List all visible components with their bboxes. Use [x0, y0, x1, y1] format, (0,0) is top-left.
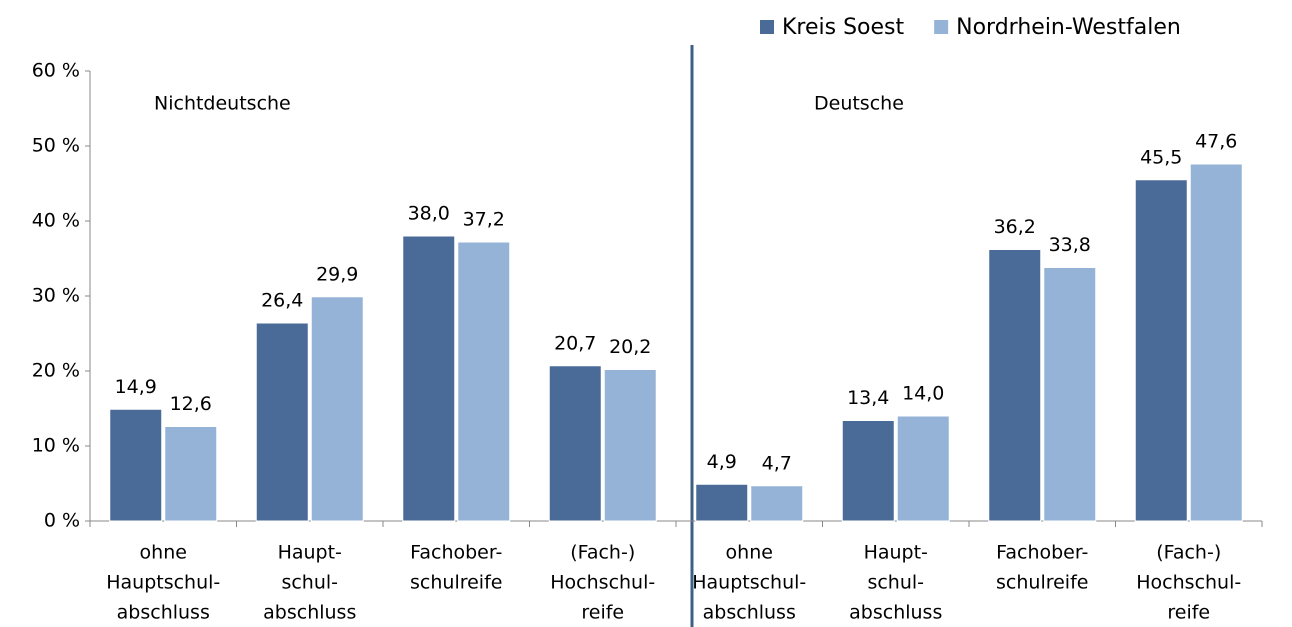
legend-swatch: [760, 20, 774, 34]
bar: [1043, 267, 1097, 522]
x-tick-label: abschluss: [849, 602, 942, 624]
x-tick-label: ohne: [140, 542, 187, 564]
value-label: 4,9: [707, 451, 737, 473]
bar: [988, 249, 1042, 522]
bar: [695, 483, 749, 522]
bar: [109, 408, 163, 522]
x-tick-label: Fachober-: [410, 542, 502, 564]
bar: [1189, 163, 1243, 522]
bar: [750, 485, 804, 522]
value-label: 29,9: [316, 263, 358, 285]
bar: [603, 369, 657, 522]
x-tick-label: schul-: [867, 572, 924, 594]
legend-label: Nordrhein-Westfalen: [956, 15, 1181, 40]
x-tick-label: abschluss: [703, 602, 796, 624]
bar: [164, 426, 218, 522]
y-tick-label: 40 %: [32, 210, 80, 232]
bar: [255, 322, 309, 522]
x-tick-label: abschluss: [117, 602, 210, 624]
x-tick-label: abschluss: [263, 602, 356, 624]
bar: [1134, 179, 1188, 522]
bar: [841, 420, 895, 522]
value-label: 38,0: [408, 203, 450, 225]
y-tick-label: 0 %: [44, 510, 80, 532]
value-label: 12,6: [170, 393, 212, 415]
x-tick-label: Haupt-: [278, 542, 342, 564]
bar: [310, 296, 364, 522]
x-tick-label: Hochschul-: [1136, 572, 1241, 594]
x-tick-label: Hauptschul-: [106, 572, 220, 594]
value-label: 37,2: [463, 209, 505, 231]
x-tick-label: schul-: [281, 572, 338, 594]
value-label: 26,4: [261, 290, 303, 312]
value-label: 47,6: [1195, 131, 1237, 153]
value-label: 45,5: [1140, 146, 1182, 168]
value-label: 20,7: [554, 332, 596, 354]
x-tick-label: (Fach-): [570, 542, 635, 564]
x-tick-label: (Fach-): [1156, 542, 1221, 564]
x-tick-label: schulreife: [410, 572, 502, 594]
value-label: 14,0: [902, 383, 944, 405]
y-tick-label: 60 %: [32, 60, 80, 82]
group-label: Nichtdeutsche: [154, 93, 291, 115]
value-label: 4,7: [762, 452, 792, 474]
value-label: 20,2: [609, 336, 651, 358]
bar: [402, 235, 456, 522]
value-label: 13,4: [847, 387, 889, 409]
value-label: 33,8: [1049, 234, 1091, 256]
y-tick-label: 50 %: [32, 135, 80, 157]
bar: [896, 415, 950, 522]
value-label: 14,9: [115, 376, 157, 398]
x-tick-label: reife: [1167, 602, 1210, 624]
x-tick-label: Hochschul-: [550, 572, 655, 594]
legend-swatch: [934, 20, 949, 34]
x-tick-label: schulreife: [996, 572, 1088, 594]
legend-label: Kreis Soest: [782, 15, 905, 40]
bar: [548, 365, 602, 522]
y-tick-label: 10 %: [32, 435, 80, 457]
value-label: 36,2: [994, 216, 1036, 238]
x-tick-label: Haupt-: [864, 542, 928, 564]
y-tick-label: 20 %: [32, 360, 80, 382]
y-tick-label: 30 %: [32, 285, 80, 307]
x-tick-label: ohne: [726, 542, 773, 564]
x-tick-label: Hauptschul-: [692, 572, 806, 594]
group-label: Deutsche: [814, 93, 904, 115]
x-tick-label: Fachober-: [996, 542, 1088, 564]
bar: [457, 241, 511, 522]
x-tick-label: reife: [581, 602, 624, 624]
